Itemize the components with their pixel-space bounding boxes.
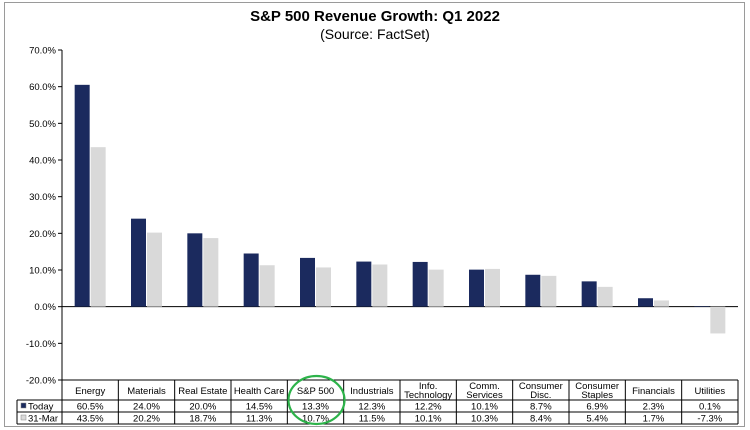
bar	[203, 238, 219, 307]
highlight-circle	[287, 374, 346, 426]
data-label: -7.3%	[697, 414, 722, 425]
bar	[147, 232, 162, 307]
category-label: Consumer	[519, 381, 563, 392]
bar	[300, 257, 315, 307]
category-label: Comm.	[469, 381, 500, 392]
bar	[525, 274, 541, 307]
category-label: Real Estate	[178, 386, 227, 397]
data-label: 60.5%	[77, 402, 104, 413]
data-label: 1.7%	[643, 414, 665, 425]
data-label: 0.1%	[699, 402, 721, 413]
category-label: Info.	[419, 381, 438, 392]
y-tick-label: 40.0%	[29, 156, 56, 167]
data-label: 24.0%	[133, 402, 160, 413]
category-label: Consumer	[575, 381, 619, 392]
bar	[74, 84, 90, 307]
y-tick-label: 60.0%	[29, 82, 56, 93]
category-label: Materials	[127, 386, 166, 397]
bar	[428, 269, 444, 307]
category-label: S&P 500	[297, 386, 334, 397]
bar	[469, 269, 484, 307]
bar	[710, 306, 726, 334]
y-tick-label: 20.0%	[29, 229, 56, 240]
category-label: Health Care	[234, 386, 285, 397]
legend-label: Today	[28, 402, 54, 413]
category-label: Utilities	[695, 386, 726, 397]
bar	[694, 306, 710, 307]
category-label: Financials	[632, 386, 675, 397]
y-tick-label: -20.0%	[26, 376, 57, 387]
data-label: 6.9%	[586, 402, 608, 413]
y-tick-label: 0.0%	[34, 302, 56, 313]
data-label: 8.7%	[530, 402, 552, 413]
y-tick-label: 70.0%	[29, 46, 56, 57]
bar	[597, 286, 613, 307]
category-label: Disc.	[530, 390, 551, 401]
data-table: Energy Materials Real Estate Health Care S&P…	[16, 379, 739, 425]
bar	[372, 264, 388, 307]
highlight-layer	[287, 374, 346, 426]
bar	[412, 261, 428, 307]
bar	[356, 261, 372, 307]
data-label: 8.4%	[530, 414, 552, 425]
category-label: Staples	[581, 390, 613, 401]
data-label: 5.4%	[586, 414, 608, 425]
legend-swatch	[20, 402, 27, 409]
data-label: 20.0%	[189, 402, 216, 413]
data-label: 18.7%	[189, 414, 216, 425]
data-label: 13.3%	[302, 402, 329, 413]
data-label: 20.2%	[133, 414, 160, 425]
y-tick-label: -10.0%	[26, 339, 57, 350]
bar	[131, 218, 146, 307]
data-label: 43.5%	[77, 414, 104, 425]
data-label: 14.5%	[246, 402, 273, 413]
category-label: Technology	[404, 390, 452, 401]
data-label: 11.5%	[359, 414, 386, 425]
data-label: 11.3%	[246, 414, 273, 425]
bar	[638, 298, 653, 307]
y-tick-label: 30.0%	[29, 192, 56, 203]
y-tick-label: 50.0%	[29, 119, 56, 130]
category-label: Industrials	[350, 386, 394, 397]
bar	[187, 233, 203, 307]
data-label: 12.2%	[415, 402, 442, 413]
bar	[581, 281, 597, 307]
chart-title: S&P 500 Revenue Growth: Q1 2022	[250, 8, 500, 25]
chart-frame	[4, 2, 745, 427]
axis-layer: 70.0% 60.0% 50.0% 40.0% 30.0% 20.0% 10.0% 0.0% -…	[26, 46, 738, 424]
legend-label: 31-Mar	[28, 414, 58, 425]
bar	[259, 265, 275, 307]
y-tick-label: 10.0%	[29, 266, 56, 277]
category-label: Services	[466, 390, 503, 401]
legend-swatch	[20, 414, 27, 421]
bar	[654, 300, 669, 307]
data-label: 10.7%	[302, 414, 329, 425]
bar	[541, 275, 557, 307]
bar	[316, 267, 331, 307]
bar	[485, 268, 500, 307]
bar-layer	[74, 84, 726, 334]
category-label: Energy	[75, 386, 105, 397]
data-label: 10.1%	[471, 402, 498, 413]
bar	[243, 253, 259, 307]
data-label: 10.1%	[415, 414, 442, 425]
data-label: 12.3%	[358, 402, 385, 413]
data-label: 10.3%	[471, 414, 498, 425]
chart-subtitle: (Source: FactSet)	[320, 26, 430, 42]
data-label: 2.3%	[643, 402, 665, 413]
bar	[90, 147, 106, 307]
